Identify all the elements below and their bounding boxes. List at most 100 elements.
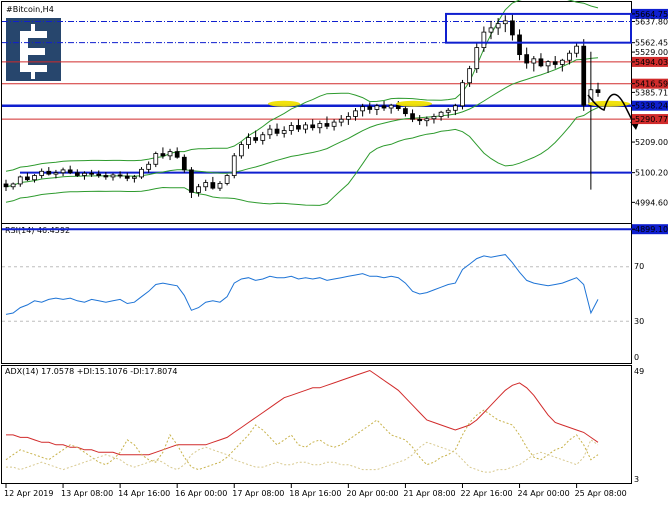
price-panel-frame <box>1 1 632 244</box>
x-tick-label: 21 Apr 08:00 <box>403 489 455 498</box>
candle <box>132 174 137 183</box>
candle <box>60 167 66 177</box>
brand-logo <box>6 18 61 81</box>
candle <box>467 65 472 87</box>
price-label-text: 5100.20 <box>635 169 668 178</box>
candle <box>124 172 130 182</box>
candle <box>260 131 266 145</box>
candle <box>374 103 380 116</box>
candle <box>460 79 465 110</box>
candle <box>224 174 230 186</box>
candle <box>431 113 437 124</box>
candle <box>74 169 80 177</box>
candle <box>32 174 37 183</box>
candle <box>552 56 558 69</box>
rsi-panel-frame <box>1 223 632 364</box>
candle <box>117 171 123 179</box>
candle <box>103 172 109 180</box>
adx-tick-3: 3 <box>634 475 639 484</box>
candle <box>146 161 152 173</box>
candle <box>217 181 223 191</box>
price-label: 5637.80 <box>632 17 668 26</box>
highlight-mark <box>396 100 432 107</box>
x-tick-label: 18 Apr 16:00 <box>289 489 341 498</box>
candle <box>410 109 415 123</box>
highlight-mark <box>268 100 300 107</box>
candle <box>203 179 209 191</box>
candle <box>445 108 451 118</box>
candle <box>96 170 102 178</box>
candle <box>296 119 301 132</box>
candle <box>153 151 159 168</box>
candle <box>517 29 522 61</box>
candle <box>574 43 579 58</box>
rsi-tick-30: 30 <box>634 317 644 326</box>
candle <box>381 101 387 111</box>
candle <box>538 53 544 68</box>
candle <box>360 103 365 117</box>
price-label-text: 4899.10 <box>635 225 668 234</box>
highlight-mark <box>588 100 630 107</box>
candle <box>452 103 458 116</box>
candle <box>3 179 9 191</box>
candle <box>474 43 480 73</box>
price-label-text: 5529.00 <box>635 48 668 57</box>
x-tick-label: 20 Apr 00:00 <box>346 489 398 498</box>
candle <box>10 182 16 190</box>
x-tick-label: 14 Apr 16:00 <box>118 489 170 498</box>
price-label-text: 5416.59 <box>635 80 668 89</box>
rsi-tick-0: 0 <box>634 353 639 362</box>
adx-series-line <box>6 439 599 473</box>
rsi-tick-70: 70 <box>634 262 644 271</box>
candle <box>167 148 173 161</box>
price-label: 5416.59 <box>632 78 668 89</box>
candle <box>559 58 565 72</box>
candle <box>424 116 430 127</box>
adx-series-line <box>5 409 599 471</box>
price-label-text: 5562.45 <box>635 39 668 48</box>
candle <box>160 147 166 159</box>
candle <box>545 60 551 73</box>
price-label: 5385.71 <box>632 88 668 97</box>
candle <box>181 154 187 173</box>
price-label-text: 5494.03 <box>635 58 668 67</box>
bollinger-upper <box>5 0 599 172</box>
candle <box>281 126 287 138</box>
price-label-text: 5290.77 <box>635 115 668 124</box>
price-label: 5494.03 <box>632 56 668 67</box>
price-label: 5100.20 <box>632 169 668 178</box>
x-tick-label: 12 Apr 2019 <box>4 489 53 498</box>
x-axis: 12 Apr 2019 13 Apr 08:00 14 Apr 16:00 16 Ap… <box>4 484 627 498</box>
candle <box>367 102 373 114</box>
candle <box>82 171 87 180</box>
price-label: 5338.24 <box>632 100 668 111</box>
price-label: 4899.10 <box>632 224 668 235</box>
x-tick-label: 17 Apr 08:00 <box>232 489 284 498</box>
x-tick-label: 13 Apr 08:00 <box>61 489 113 498</box>
candle <box>510 13 515 41</box>
candle <box>310 119 316 131</box>
candle <box>303 122 308 134</box>
price-label: 5290.77 <box>632 114 668 125</box>
price-label-text: 5209.00 <box>635 138 668 147</box>
candle <box>317 120 323 134</box>
candle <box>488 20 494 40</box>
candle <box>110 173 116 181</box>
adx-series-line <box>6 369 599 456</box>
candle <box>53 169 59 179</box>
adx-tick-49: 49 <box>634 367 644 376</box>
candle <box>524 47 530 69</box>
candle <box>581 39 587 111</box>
x-tick-label: 16 Apr 00:00 <box>175 489 227 498</box>
x-tick-label: 25 Apr 08:00 <box>575 489 627 498</box>
candle <box>338 115 344 127</box>
resistance-zone-box <box>445 12 632 44</box>
candle <box>139 167 144 179</box>
candle <box>403 105 408 117</box>
candle <box>46 167 52 176</box>
candle <box>89 169 94 177</box>
adx-layer <box>5 369 599 473</box>
